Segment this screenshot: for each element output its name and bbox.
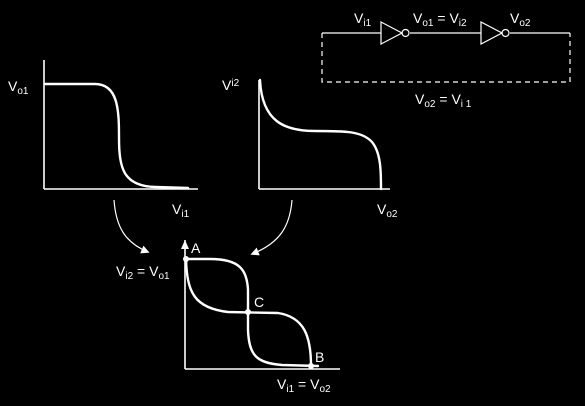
plot-vo1-vs-vi1: Vo1 Vi1	[8, 60, 198, 220]
inverter-loop-circuit: Vi1 Vo1 = Vi2 Vo2 Vo2 = Vi 1	[321, 10, 571, 110]
point-b-marker	[308, 363, 314, 369]
plot2-y-label: Vi2	[222, 77, 240, 93]
circuit-vi1-label: Vi1	[354, 10, 372, 29]
plot2-x-label: Vo2	[377, 201, 398, 220]
circuit-vo1-vi2-label: Vo1 = Vi2	[413, 10, 467, 29]
feedback-path-dashed	[321, 33, 571, 83]
inverter-1-bubble	[401, 28, 410, 38]
point-b-label: B	[315, 349, 324, 365]
plot3-y-label: Vi2 = Vo1	[116, 263, 170, 282]
inverter-1-icon	[380, 21, 404, 45]
point-a-marker	[183, 256, 189, 262]
plot3-curve-inverter2	[184, 257, 313, 368]
point-c-label: C	[254, 294, 264, 310]
plot1-y-label: Vo1	[8, 78, 29, 97]
feedback-equation-label: Vo2 = Vi 1	[415, 91, 472, 110]
inverter-2-icon	[480, 21, 504, 45]
plot3-x-label: Vi1 = Vo2	[277, 376, 331, 395]
point-a-label: A	[191, 240, 201, 256]
plot3-y-axis-arrow	[181, 240, 189, 249]
plot1-x-label: Vi1	[172, 201, 190, 220]
inverter-2-bubble	[501, 28, 510, 38]
plot-vi2-vs-vo2: Vi2 Vo2	[222, 77, 398, 220]
point-c-marker	[245, 309, 251, 315]
arrow-left-to-combined	[113, 199, 150, 254]
arrow-right-to-combined	[250, 199, 293, 256]
plot1-transfer-curve	[43, 82, 190, 190]
circuit-vo2-label: Vo2	[510, 10, 531, 29]
plot2-transfer-curve	[258, 78, 383, 191]
plot-combined-butterfly: A C B Vi2 = Vo1 Vi1 = Vo2	[116, 240, 340, 395]
